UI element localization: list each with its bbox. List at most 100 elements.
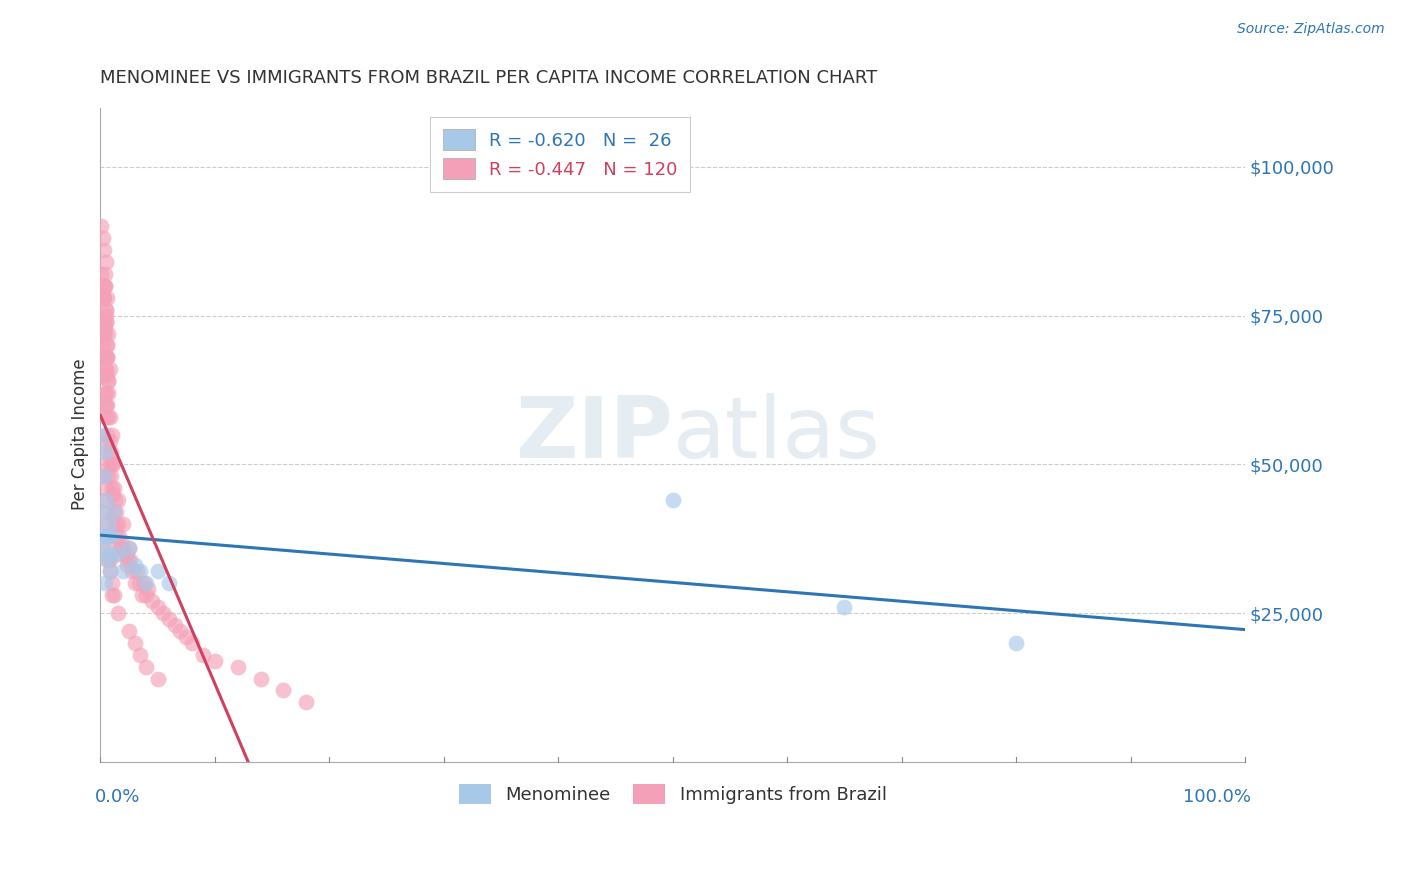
Point [94, 315, 117, 329]
Point [96, 398, 118, 412]
Point [98, 409, 121, 424]
Point [93, 244, 115, 258]
Point [124, 576, 146, 591]
Point [91, 338, 114, 352]
Point [94, 398, 117, 412]
Point [94, 576, 117, 591]
Point [94, 302, 117, 317]
Point [94, 409, 117, 424]
Point [110, 534, 132, 549]
Point [97, 445, 120, 459]
Point [105, 505, 128, 519]
Point [93, 315, 115, 329]
Point [118, 541, 141, 555]
Point [98, 565, 121, 579]
Point [105, 529, 128, 543]
Point [117, 552, 139, 566]
Point [90, 219, 112, 234]
Point [94, 362, 117, 376]
Point [93, 291, 115, 305]
Point [97, 326, 120, 341]
Point [103, 481, 125, 495]
Point [834, 600, 856, 615]
Point [135, 588, 157, 602]
Point [108, 541, 131, 555]
Point [94, 320, 117, 334]
Point [90, 267, 112, 281]
Point [96, 338, 118, 352]
Point [115, 558, 138, 573]
Point [93, 291, 115, 305]
Point [91, 326, 114, 341]
Point [94, 279, 117, 293]
Point [91, 541, 114, 555]
Point [101, 487, 124, 501]
Point [249, 672, 271, 686]
Point [101, 576, 124, 591]
Point [100, 469, 122, 483]
Point [107, 529, 129, 543]
Point [120, 552, 142, 566]
Point [91, 231, 114, 245]
Point [100, 445, 122, 459]
Point [181, 636, 204, 650]
Point [94, 386, 117, 401]
Point [98, 552, 121, 566]
Point [94, 445, 117, 459]
Point [118, 541, 141, 555]
Point [1005, 636, 1028, 650]
Point [146, 672, 169, 686]
Point [112, 565, 135, 579]
Point [131, 588, 153, 602]
Point [94, 458, 117, 472]
Point [103, 505, 125, 519]
Point [93, 368, 115, 383]
Point [104, 493, 127, 508]
Point [98, 362, 121, 376]
Point [96, 368, 118, 383]
Point [98, 458, 121, 472]
Point [97, 516, 120, 531]
Point [96, 505, 118, 519]
Point [128, 576, 150, 591]
Point [96, 552, 118, 566]
Point [112, 541, 135, 555]
Point [129, 648, 152, 662]
Point [96, 351, 118, 365]
Point [91, 427, 114, 442]
Point [111, 547, 134, 561]
Point [135, 576, 157, 591]
Point [96, 427, 118, 442]
Point [114, 547, 136, 561]
Point [94, 516, 117, 531]
Point [96, 338, 118, 352]
Point [98, 434, 121, 448]
Point [104, 516, 127, 531]
Point [96, 529, 118, 543]
Point [94, 362, 117, 376]
Point [93, 326, 115, 341]
Point [94, 481, 117, 495]
Point [97, 386, 120, 401]
Point [101, 458, 124, 472]
Point [97, 552, 120, 566]
Point [193, 648, 215, 662]
Point [125, 565, 148, 579]
Point [129, 565, 152, 579]
Point [101, 458, 124, 472]
Point [121, 565, 143, 579]
Point [118, 624, 141, 638]
Point [94, 309, 117, 323]
Text: 0.0%: 0.0% [94, 788, 141, 806]
Y-axis label: Per Capita Income: Per Capita Income [72, 359, 89, 510]
Point [135, 659, 157, 673]
Point [226, 659, 249, 673]
Point [90, 505, 112, 519]
Point [107, 516, 129, 531]
Point [94, 255, 117, 269]
Point [94, 386, 117, 401]
Text: 100.0%: 100.0% [1182, 788, 1251, 806]
Legend: Menominee, Immigrants from Brazil: Menominee, Immigrants from Brazil [451, 776, 894, 812]
Point [157, 612, 180, 626]
Point [101, 427, 124, 442]
